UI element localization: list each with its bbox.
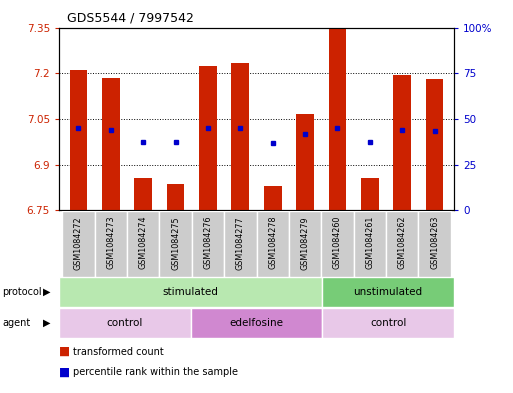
Text: GSM1084274: GSM1084274 <box>139 216 148 270</box>
Bar <box>321 211 353 277</box>
Bar <box>322 277 454 307</box>
Bar <box>426 79 443 210</box>
Text: unstimulated: unstimulated <box>353 287 423 297</box>
Text: GSM1084279: GSM1084279 <box>301 216 309 270</box>
Bar <box>192 211 224 277</box>
Bar <box>62 211 94 277</box>
Bar <box>353 211 386 277</box>
Text: GSM1084261: GSM1084261 <box>365 216 374 270</box>
Text: edelfosine: edelfosine <box>229 318 284 328</box>
Text: transformed count: transformed count <box>73 347 164 357</box>
Bar <box>199 66 217 210</box>
Bar <box>231 62 249 210</box>
Text: GSM1084263: GSM1084263 <box>430 216 439 270</box>
Text: percentile rank within the sample: percentile rank within the sample <box>73 367 239 377</box>
Bar <box>59 277 322 307</box>
Bar <box>296 114 314 210</box>
Bar <box>393 75 411 210</box>
Text: GSM1084277: GSM1084277 <box>236 216 245 270</box>
Text: GSM1084262: GSM1084262 <box>398 216 407 270</box>
Text: GSM1084276: GSM1084276 <box>204 216 212 270</box>
Text: GSM1084272: GSM1084272 <box>74 216 83 270</box>
Text: GSM1084260: GSM1084260 <box>333 216 342 270</box>
Bar <box>94 211 127 277</box>
Bar <box>322 308 454 338</box>
Text: ▶: ▶ <box>43 287 50 297</box>
Text: GSM1084273: GSM1084273 <box>106 216 115 270</box>
Bar <box>264 186 282 210</box>
Bar <box>361 178 379 210</box>
Bar <box>289 211 321 277</box>
Text: ■: ■ <box>59 345 70 358</box>
Bar <box>167 184 185 210</box>
Text: ■: ■ <box>59 365 70 379</box>
Text: ▶: ▶ <box>43 318 50 328</box>
Bar <box>127 211 160 277</box>
Bar <box>328 28 346 210</box>
Text: protocol: protocol <box>3 287 42 297</box>
Bar <box>70 70 87 210</box>
Text: control: control <box>107 318 143 328</box>
Bar <box>386 211 419 277</box>
Text: stimulated: stimulated <box>163 287 219 297</box>
Bar <box>102 78 120 210</box>
Bar <box>191 308 322 338</box>
Bar <box>160 211 192 277</box>
Bar <box>256 211 289 277</box>
Text: GSM1084278: GSM1084278 <box>268 216 277 270</box>
Text: control: control <box>370 318 406 328</box>
Bar <box>134 178 152 210</box>
Text: GDS5544 / 7997542: GDS5544 / 7997542 <box>67 12 193 25</box>
Bar <box>419 211 451 277</box>
Bar <box>59 308 191 338</box>
Bar <box>224 211 256 277</box>
Text: agent: agent <box>3 318 31 328</box>
Text: GSM1084275: GSM1084275 <box>171 216 180 270</box>
